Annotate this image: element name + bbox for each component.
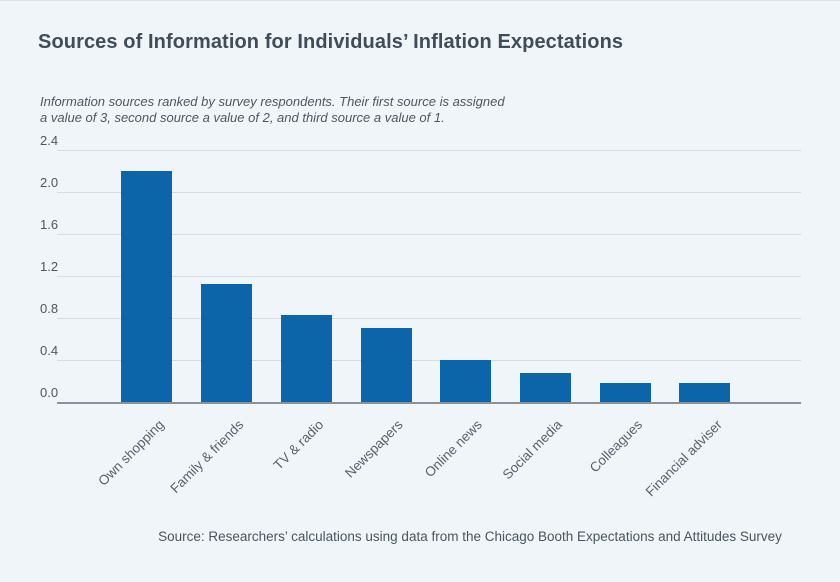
x-axis-label-family-friends: Family & friends bbox=[167, 417, 247, 497]
gridline bbox=[57, 317, 801, 319]
y-axis-tick-label: 0.4 bbox=[40, 342, 59, 358]
bar-newspapers bbox=[360, 328, 412, 402]
y-axis-tick-label: 1.2 bbox=[40, 258, 59, 274]
y-axis-tick-label: 1.6 bbox=[40, 216, 59, 232]
gridline bbox=[57, 359, 801, 361]
chart-title: Sources of Information for Individuals’ … bbox=[38, 31, 624, 53]
source-note: Source: Researchers’ calculations using … bbox=[158, 529, 782, 544]
gridline bbox=[57, 275, 801, 277]
bar-financial-adviser bbox=[679, 383, 731, 402]
chart-subtitle: Information sources ranked by survey res… bbox=[40, 94, 505, 126]
x-axis-label-colleagues: Colleagues bbox=[586, 417, 645, 476]
gridline bbox=[57, 233, 801, 235]
x-axis-baseline bbox=[57, 401, 801, 404]
y-axis-tick-label: 0.0 bbox=[40, 385, 59, 400]
bar-colleagues bbox=[599, 383, 651, 402]
bar-online-news bbox=[440, 359, 492, 402]
gridline bbox=[57, 149, 801, 151]
bar-tv-radio bbox=[280, 314, 332, 402]
y-axis-tick-label: 0.8 bbox=[40, 300, 59, 316]
chart-subtitle-line-2: a value of 3, second source a value of 2… bbox=[40, 110, 445, 125]
chart-subtitle-line-1: Information sources ranked by survey res… bbox=[40, 94, 505, 109]
y-axis-tick-label: 2.4 bbox=[40, 132, 59, 148]
gridline bbox=[57, 191, 801, 193]
x-axis-label-financial-adviser: Financial adviser bbox=[642, 417, 725, 500]
bar-family-friends bbox=[201, 284, 253, 402]
x-axis-label-online-news: Online news bbox=[422, 417, 486, 481]
bar-own-shopping bbox=[121, 170, 173, 402]
x-axis-label-newspapers: Newspapers bbox=[341, 417, 406, 481]
x-axis-label-tv-radio: TV & radio bbox=[270, 417, 326, 473]
x-axis-label-social-media: Social media bbox=[499, 417, 566, 483]
y-axis-tick-label: 2.0 bbox=[40, 174, 59, 190]
bar-social-media bbox=[520, 372, 571, 402]
x-axis-label-own-shopping: Own shopping bbox=[94, 417, 167, 489]
